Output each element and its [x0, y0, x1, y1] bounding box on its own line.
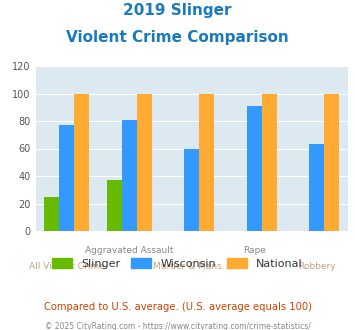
Text: 2019 Slinger: 2019 Slinger [123, 3, 232, 18]
Bar [184, 148, 199, 231]
Text: Aggravated Assault: Aggravated Assault [85, 246, 174, 255]
Text: Rape: Rape [243, 246, 266, 255]
Bar [324, 93, 339, 231]
Bar [262, 93, 277, 231]
Bar [137, 93, 152, 231]
Bar [309, 145, 324, 231]
Bar [122, 120, 137, 231]
Text: Robbery: Robbery [298, 262, 335, 271]
Bar [44, 197, 59, 231]
Text: Compared to U.S. average. (U.S. average equals 100): Compared to U.S. average. (U.S. average … [44, 302, 311, 312]
Text: Murder & Mans...: Murder & Mans... [153, 262, 230, 271]
Bar [199, 93, 214, 231]
Bar [107, 180, 122, 231]
Bar [74, 93, 89, 231]
Text: © 2025 CityRating.com - https://www.cityrating.com/crime-statistics/: © 2025 CityRating.com - https://www.city… [45, 322, 310, 330]
Bar [59, 125, 74, 231]
Legend: Slinger, Wisconsin, National: Slinger, Wisconsin, National [48, 254, 307, 273]
Bar [247, 106, 262, 231]
Text: Violent Crime Comparison: Violent Crime Comparison [66, 30, 289, 45]
Text: All Violent Crime: All Violent Crime [29, 262, 105, 271]
